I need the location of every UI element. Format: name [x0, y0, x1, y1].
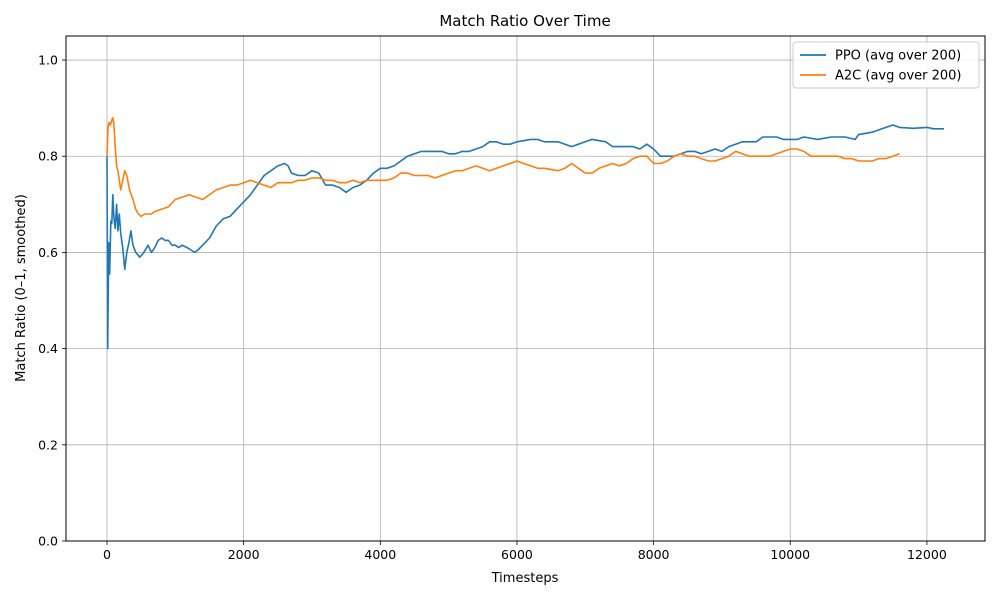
y-tick-label: 0.2 — [38, 437, 58, 452]
legend: PPO (avg over 200) A2C (avg over 200) — [792, 41, 980, 89]
x-tick-label: 4000 — [364, 547, 396, 562]
x-tick-label: 8000 — [638, 547, 670, 562]
y-tick-label: 0.8 — [38, 149, 58, 164]
y-axis-label: Match Ratio (0–1, smoothed) — [14, 194, 29, 382]
x-tick-label: 6000 — [501, 547, 533, 562]
y-tick-label: 1.0 — [38, 53, 58, 68]
y-tick-label: 0.4 — [38, 341, 58, 356]
chart-title: Match Ratio Over Time — [439, 12, 610, 30]
x-tick-label: 12000 — [907, 547, 947, 562]
y-tick-label: 0.6 — [38, 245, 58, 260]
x-tick-label: 2000 — [228, 547, 260, 562]
x-tick-label: 0 — [103, 547, 111, 562]
legend-box — [792, 41, 980, 89]
y-axis-ticks: 0.0 0.2 0.4 0.6 0.8 1.0 — [38, 53, 66, 549]
x-tick-label: 10000 — [770, 547, 810, 562]
legend-label-0: PPO (avg over 200) — [835, 49, 961, 64]
series-line-1 — [106, 117, 900, 218]
x-axis-ticks: 0 2000 4000 6000 8000 10000 12000 — [103, 541, 947, 562]
y-tick-label: 0.0 — [38, 534, 58, 549]
series-lines — [106, 117, 944, 350]
x-axis-label: Timesteps — [491, 571, 559, 586]
legend-label-1: A2C (avg over 200) — [835, 69, 962, 84]
plot-frame — [65, 35, 986, 542]
series-line-0 — [106, 124, 944, 350]
